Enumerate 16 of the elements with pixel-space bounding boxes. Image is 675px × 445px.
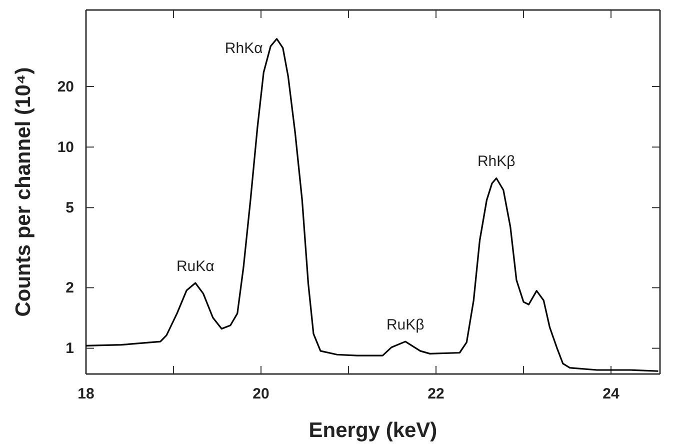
y-tick-label: 2 (66, 280, 74, 297)
y-tick-label: 20 (57, 78, 74, 96)
line-series (85, 38, 660, 372)
x-tick-label: 20 (252, 386, 270, 403)
y-axis-title: Counts per channel (10⁴) (12, 67, 35, 317)
y-tick-label: 5 (66, 199, 74, 216)
y-tick-label: 10 (57, 138, 74, 156)
annotation: RhKα (224, 40, 264, 57)
x-tick-label: 18 (78, 386, 94, 403)
x-axis-title: Energy (keV) (308, 419, 438, 442)
y-tick-label: 1 (66, 340, 74, 358)
annotation: RuKα (176, 258, 215, 276)
x-tick-label: 24 (602, 386, 620, 403)
annotation: RuKβ (386, 316, 425, 334)
x-tick-label: 22 (428, 386, 444, 403)
annotation: RhKβ (477, 153, 516, 170)
